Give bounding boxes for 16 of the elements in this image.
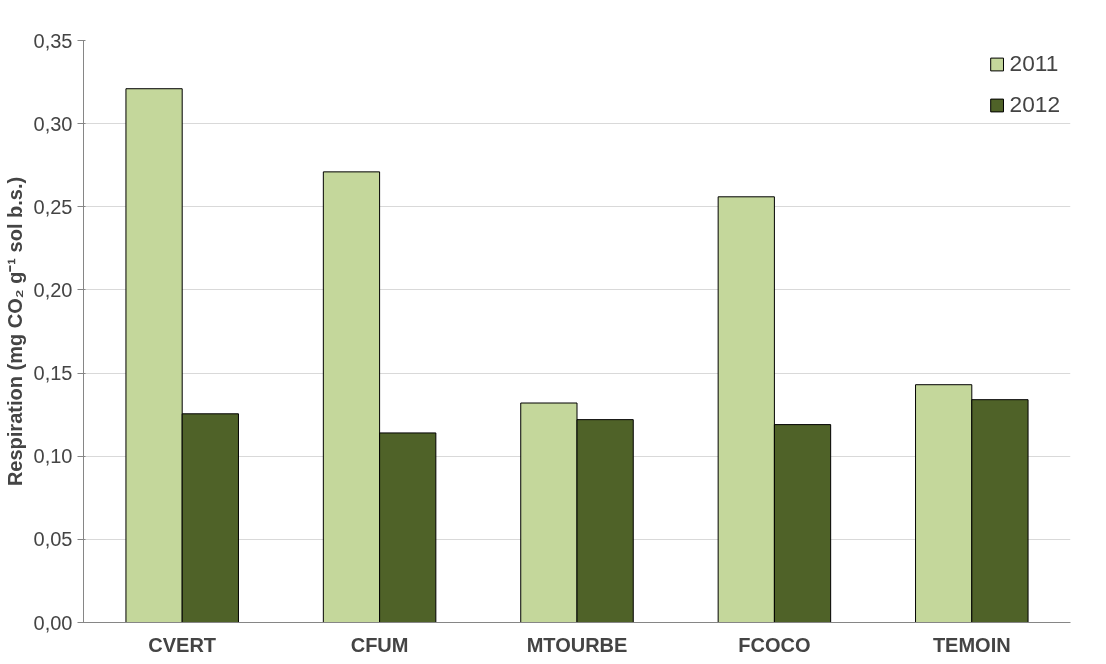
y-tick-label: 0,35 (33, 29, 73, 52)
y-tick-label: 0,30 (33, 112, 73, 135)
x-tick-label: FCOCO (738, 633, 811, 656)
x-tick-label: TEMOIN (932, 633, 1011, 656)
legend-label: 2012 (1009, 91, 1060, 118)
legend-label: 2011 (1009, 50, 1059, 77)
x-tick-label: CVERT (148, 633, 217, 656)
y-tick-label: 0,00 (33, 611, 73, 634)
y-tick-label: 0,15 (33, 362, 73, 385)
y-axis-title: Respiration (mg CO₂ g⁻¹ sol b.s.) (3, 176, 26, 487)
y-tick-label: 0,10 (33, 445, 73, 468)
y-tick-label: 0,25 (33, 195, 73, 218)
y-tick-label: 0,20 (33, 278, 73, 301)
y-tick-label: 0,05 (33, 528, 73, 551)
x-tick-label: MTOURBE (526, 633, 628, 656)
x-tick-label: CFUM (350, 633, 409, 656)
